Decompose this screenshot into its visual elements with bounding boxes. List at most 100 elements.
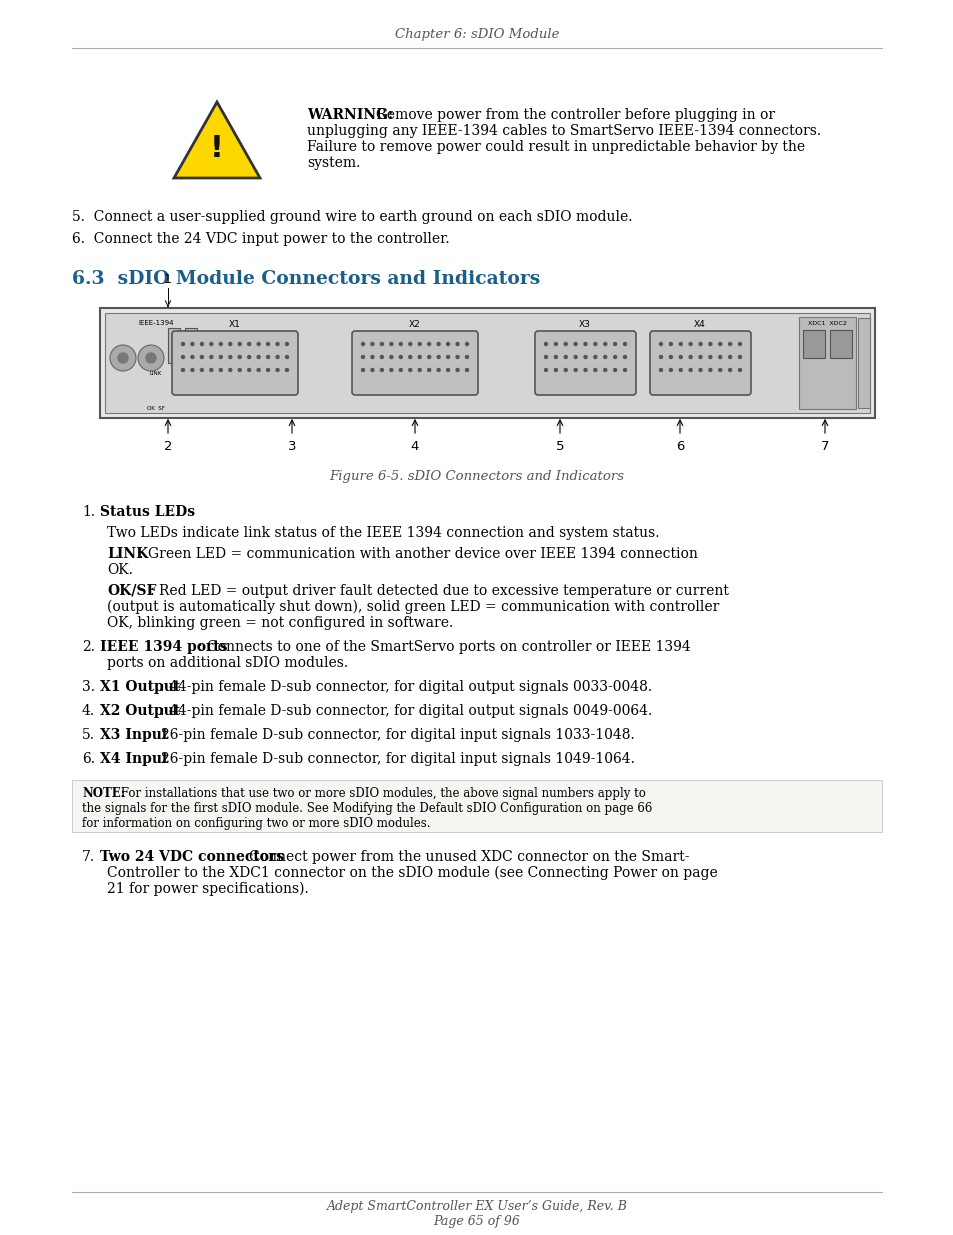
Circle shape: [361, 356, 364, 358]
Text: IEEE-1394: IEEE-1394: [138, 320, 173, 326]
Circle shape: [248, 356, 251, 358]
Text: 1: 1: [164, 273, 172, 287]
Circle shape: [679, 342, 681, 346]
Circle shape: [623, 342, 626, 346]
Circle shape: [688, 368, 691, 372]
Text: 6.  Connect the 24 VDC input power to the controller.: 6. Connect the 24 VDC input power to the…: [71, 232, 449, 246]
Circle shape: [210, 368, 213, 372]
Text: ports on additional sDIO modules.: ports on additional sDIO modules.: [107, 656, 348, 671]
Text: 6.3  sDIO Module Connectors and Indicators: 6.3 sDIO Module Connectors and Indicator…: [71, 270, 539, 288]
Text: X1: X1: [229, 320, 241, 329]
Circle shape: [371, 342, 374, 346]
Circle shape: [380, 356, 383, 358]
Text: 5: 5: [556, 440, 563, 453]
Circle shape: [659, 342, 661, 346]
Circle shape: [210, 342, 213, 346]
Circle shape: [138, 345, 164, 370]
Text: X3: X3: [578, 320, 590, 329]
Circle shape: [583, 368, 586, 372]
Circle shape: [563, 368, 567, 372]
Text: : Connects to one of the SmartServo ports on controller or IEEE 1394: : Connects to one of the SmartServo port…: [198, 640, 690, 655]
Circle shape: [594, 342, 597, 346]
Circle shape: [361, 342, 364, 346]
Circle shape: [718, 342, 721, 346]
Circle shape: [669, 368, 672, 372]
Circle shape: [603, 368, 606, 372]
Circle shape: [181, 342, 184, 346]
FancyBboxPatch shape: [802, 330, 824, 358]
Text: OK  SF: OK SF: [147, 406, 165, 411]
Circle shape: [456, 356, 458, 358]
Circle shape: [275, 342, 279, 346]
Circle shape: [408, 342, 412, 346]
Text: : 44-pin female D-sub connector, for digital output signals 0049-0064.: : 44-pin female D-sub connector, for dig…: [160, 704, 652, 718]
Circle shape: [436, 342, 439, 346]
Text: !: !: [210, 135, 224, 163]
Circle shape: [427, 356, 430, 358]
Circle shape: [248, 368, 251, 372]
Circle shape: [594, 368, 597, 372]
Circle shape: [219, 342, 222, 346]
Text: LINK: LINK: [150, 370, 162, 375]
Circle shape: [146, 353, 156, 363]
Circle shape: [465, 342, 468, 346]
Circle shape: [219, 356, 222, 358]
FancyBboxPatch shape: [71, 781, 882, 832]
Text: LINK: LINK: [107, 547, 149, 561]
Circle shape: [229, 356, 232, 358]
Text: OK/SF: OK/SF: [107, 584, 156, 598]
FancyBboxPatch shape: [857, 317, 869, 408]
Circle shape: [390, 356, 393, 358]
Circle shape: [229, 342, 232, 346]
Text: Figure 6-5. sDIO Connectors and Indicators: Figure 6-5. sDIO Connectors and Indicato…: [329, 471, 624, 483]
Circle shape: [456, 368, 458, 372]
Circle shape: [399, 368, 402, 372]
Text: XDC1  XDC2: XDC1 XDC2: [807, 321, 845, 326]
Circle shape: [408, 356, 412, 358]
Circle shape: [613, 342, 616, 346]
Circle shape: [390, 342, 393, 346]
Text: 2: 2: [164, 440, 172, 453]
Circle shape: [563, 356, 567, 358]
Circle shape: [728, 368, 731, 372]
Circle shape: [563, 342, 567, 346]
Circle shape: [181, 356, 184, 358]
Circle shape: [659, 368, 661, 372]
Circle shape: [708, 356, 711, 358]
Circle shape: [574, 342, 577, 346]
Circle shape: [623, 368, 626, 372]
Circle shape: [544, 356, 547, 358]
Circle shape: [699, 356, 701, 358]
Circle shape: [427, 342, 430, 346]
Circle shape: [456, 342, 458, 346]
Text: unplugging any IEEE-1394 cables to SmartServo IEEE-1394 connectors.: unplugging any IEEE-1394 cables to Smart…: [307, 124, 821, 138]
Text: Two 24 VDC connectors: Two 24 VDC connectors: [100, 850, 284, 864]
Circle shape: [275, 356, 279, 358]
Circle shape: [699, 368, 701, 372]
Circle shape: [436, 356, 439, 358]
Circle shape: [688, 356, 691, 358]
Text: : Green LED = communication with another device over IEEE 1394 connection: : Green LED = communication with another…: [139, 547, 698, 561]
Circle shape: [465, 356, 468, 358]
Text: 3.: 3.: [82, 680, 95, 694]
Circle shape: [465, 368, 468, 372]
Circle shape: [613, 356, 616, 358]
Circle shape: [554, 356, 557, 358]
Circle shape: [679, 356, 681, 358]
Text: 5.  Connect a user-supplied ground wire to earth ground on each sDIO module.: 5. Connect a user-supplied ground wire t…: [71, 210, 632, 224]
Circle shape: [266, 342, 270, 346]
Circle shape: [427, 368, 430, 372]
Circle shape: [446, 342, 449, 346]
Text: Remove power from the controller before plugging in or: Remove power from the controller before …: [372, 107, 774, 122]
Text: Two LEDs indicate link status of the IEEE 1394 connection and system status.: Two LEDs indicate link status of the IEE…: [107, 526, 659, 540]
Text: (output is automatically shut down), solid green LED = communication with contro: (output is automatically shut down), sol…: [107, 600, 719, 614]
Circle shape: [219, 368, 222, 372]
Circle shape: [594, 356, 597, 358]
Text: WARNING:: WARNING:: [307, 107, 393, 122]
Text: 6.: 6.: [82, 752, 95, 766]
Circle shape: [191, 342, 193, 346]
Text: IEEE 1394 ports: IEEE 1394 ports: [100, 640, 227, 655]
FancyBboxPatch shape: [105, 312, 869, 412]
Text: 4: 4: [411, 440, 418, 453]
Circle shape: [229, 368, 232, 372]
